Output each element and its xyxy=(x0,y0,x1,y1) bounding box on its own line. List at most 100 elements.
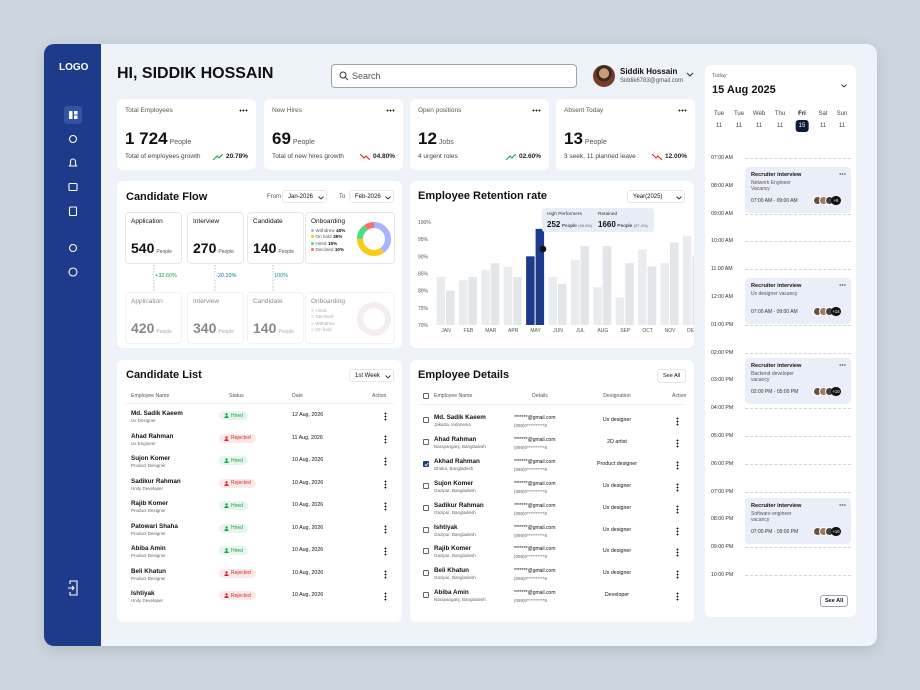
see-all-button[interactable]: See All xyxy=(820,595,849,607)
event-card[interactable]: Recruiter interview Network Engineer Vaca… xyxy=(745,167,851,213)
day-number[interactable]: 11 xyxy=(776,123,784,129)
stage-value-row: 540 People xyxy=(131,240,172,256)
kebab-menu[interactable] xyxy=(676,592,679,602)
see-all-button[interactable]: See All xyxy=(657,369,687,383)
employee-designation: Ux designer xyxy=(602,482,632,489)
status-icon-head xyxy=(225,435,228,439)
user-menu-chevron[interactable] xyxy=(686,72,694,78)
status-icon-body xyxy=(224,438,229,441)
kebab-menu[interactable] xyxy=(384,457,387,466)
checkbox[interactable] xyxy=(423,526,429,533)
onboarding-card: Onboarding Hired Declined Withdrew On hold xyxy=(305,292,395,344)
stat-value: 13 xyxy=(564,129,583,148)
legend-dot xyxy=(311,315,314,319)
employee-phone: (088)0**********8 xyxy=(514,576,548,582)
day-number[interactable]: 11 xyxy=(735,123,743,129)
checkbox[interactable] xyxy=(423,417,429,423)
logout-icon[interactable] xyxy=(68,580,78,596)
event-card[interactable]: Recruiter interview Backend developer vac… xyxy=(745,358,851,404)
candidate-role: Ux Engineer xyxy=(131,440,156,446)
stat-title: New Hires xyxy=(272,107,302,114)
more-menu[interactable] xyxy=(532,109,541,112)
checkbox[interactable] xyxy=(423,548,429,555)
dropdown-label: Jan-2026 xyxy=(288,194,314,200)
help-icon[interactable] xyxy=(68,267,78,277)
stat-unit: People xyxy=(584,139,607,146)
bar xyxy=(468,276,477,325)
kebab-menu[interactable] xyxy=(676,417,679,426)
kebab-menu[interactable] xyxy=(676,460,679,470)
status-icon xyxy=(224,570,229,576)
kebab-menu[interactable] xyxy=(384,569,387,579)
stat-title: Open positions xyxy=(418,107,462,114)
checkbox[interactable] xyxy=(423,570,429,577)
x-tick-label: MAY xyxy=(530,328,541,334)
day-number[interactable]: 11 xyxy=(838,123,846,129)
checkbox[interactable] xyxy=(423,393,429,399)
event-subtitle: Backend developer vacancy xyxy=(751,371,794,383)
kebab-menu[interactable] xyxy=(384,592,387,601)
kebab-menu[interactable] xyxy=(676,548,679,558)
day-number[interactable]: 15 xyxy=(795,120,809,132)
sidebar: LOGO xyxy=(44,44,101,646)
checkbox[interactable] xyxy=(423,482,429,489)
status-icon xyxy=(224,525,229,531)
chat-icon[interactable] xyxy=(68,134,78,144)
kebab-menu[interactable] xyxy=(384,524,387,534)
kebab-menu[interactable] xyxy=(384,547,387,556)
bar xyxy=(625,263,634,325)
kebab-menu[interactable] xyxy=(676,438,679,448)
employee-name: Beli Khatun xyxy=(434,567,469,575)
stage-name: Candidate xyxy=(253,298,283,305)
candidate-date: 10 Aug, 2026 xyxy=(292,457,324,463)
kebab-menu[interactable] xyxy=(676,570,679,580)
bell-icon[interactable] xyxy=(68,158,78,167)
legend-name: Hired xyxy=(315,240,327,246)
stat-change-value: 20.78% xyxy=(225,153,248,160)
checkbox[interactable] xyxy=(423,504,429,511)
event-card[interactable]: Recruiter interview Ux designer vacancy 07… xyxy=(745,278,851,324)
more-menu xyxy=(839,173,846,175)
checkbox[interactable] xyxy=(423,460,429,467)
kebab-menu[interactable] xyxy=(384,479,387,489)
user-avatar[interactable] xyxy=(593,65,615,87)
kebab-menu[interactable] xyxy=(676,504,679,514)
dropdown[interactable]: Feb-2026 xyxy=(349,190,394,203)
employee-phone: (088)0**********8 xyxy=(514,532,548,538)
dropdown[interactable]: Year(2025) xyxy=(627,190,685,203)
event-card[interactable]: Recruiter interview Software engineer vac… xyxy=(745,498,851,544)
day-number[interactable]: 11 xyxy=(715,123,723,129)
stage-card: Application 540 People xyxy=(125,212,182,264)
day-number[interactable]: 11 xyxy=(755,123,763,129)
stage-value-row: 340 People xyxy=(193,320,234,336)
time-line xyxy=(745,463,851,465)
stat-value: 69 xyxy=(272,129,291,148)
kebab-menu[interactable] xyxy=(676,526,679,536)
document-icon[interactable] xyxy=(68,206,78,217)
settings-icon[interactable] xyxy=(68,243,78,253)
kebab-menu[interactable] xyxy=(676,482,679,492)
dashboard-icon[interactable] xyxy=(69,111,78,119)
checkbox[interactable] xyxy=(423,438,429,445)
stat-title: Absent Today xyxy=(564,107,604,114)
dropdown[interactable]: Jan-2026 xyxy=(282,190,327,203)
calendar-icon[interactable] xyxy=(68,182,78,192)
more-menu[interactable] xyxy=(386,109,395,112)
tooltip-value-row: 1660 People (97.4%) xyxy=(598,220,648,229)
kebab-menu[interactable] xyxy=(384,434,387,444)
search-box[interactable]: Search xyxy=(331,64,577,88)
more-menu[interactable] xyxy=(239,109,248,112)
kebab-menu[interactable] xyxy=(384,502,387,511)
employee-designation: 2D artist xyxy=(607,438,627,445)
event-time: 02:00 PM - 05:00 PM xyxy=(751,389,799,395)
dropdown[interactable]: 1st Week xyxy=(349,369,394,382)
more-menu[interactable] xyxy=(678,109,687,112)
trend-arrow xyxy=(359,153,370,160)
attendee-count: +8 xyxy=(831,196,841,205)
stage-card: Candidate 140 People xyxy=(247,292,304,344)
legend-item: Declined 10% xyxy=(311,247,344,252)
day-number[interactable]: 11 xyxy=(819,123,827,129)
kebab-menu[interactable] xyxy=(384,412,387,421)
checkbox[interactable] xyxy=(423,592,429,599)
status-pill: Hired xyxy=(219,501,248,510)
